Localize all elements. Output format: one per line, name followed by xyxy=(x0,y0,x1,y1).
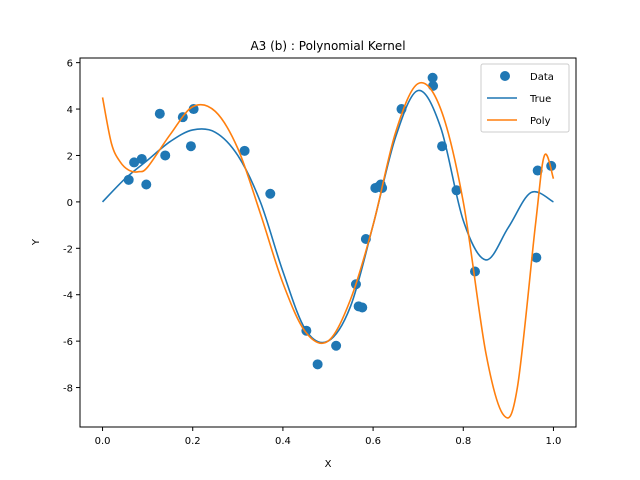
x-tick-label: 0.0 xyxy=(95,436,111,447)
y-tick-label: -8 xyxy=(63,384,73,395)
data-point xyxy=(129,157,140,168)
data-point xyxy=(532,165,543,176)
y-tick-label: -2 xyxy=(63,244,73,255)
y-tick-label: 6 xyxy=(67,59,73,70)
data-point xyxy=(141,179,152,190)
data-point xyxy=(331,340,342,351)
data-point xyxy=(427,72,438,83)
data-point xyxy=(428,80,439,91)
x-tick-label: 0.4 xyxy=(275,436,291,447)
data-point xyxy=(160,150,171,161)
chart-title: A3 (b) : Polynomial Kernel xyxy=(250,39,405,53)
data-point xyxy=(546,160,557,171)
legend: Data True Poly xyxy=(480,63,570,133)
y-tick-label: -4 xyxy=(63,291,73,302)
y-tick-label: 4 xyxy=(67,105,73,116)
series-layer xyxy=(101,72,557,419)
x-tick-label: 1.0 xyxy=(546,436,562,447)
legend-label-poly: Poly xyxy=(530,116,551,127)
data-point xyxy=(357,302,368,313)
x-ticks: 0.0 0.2 0.4 0.6 0.8 1.0 xyxy=(95,427,562,447)
y-tick-label: -6 xyxy=(63,337,73,348)
data-point xyxy=(312,359,323,370)
data-point xyxy=(154,108,165,119)
data-point xyxy=(136,153,147,164)
plot-area xyxy=(79,57,577,428)
x-tick-label: 0.8 xyxy=(455,436,471,447)
x-tick-label: 0.6 xyxy=(365,436,381,447)
series-line-poly xyxy=(101,81,555,419)
data-point xyxy=(239,145,250,156)
legend-label-true: True xyxy=(529,94,551,105)
x-axis-label: X xyxy=(325,459,332,470)
axes-frame xyxy=(79,57,577,428)
y-tick-label: 0 xyxy=(67,198,73,209)
legend-label-data: Data xyxy=(530,72,554,83)
y-ticks: 6 4 2 0 -2 -4 -6 -8 xyxy=(63,59,80,395)
x-tick-label: 0.2 xyxy=(185,436,201,447)
data-point xyxy=(185,141,196,152)
data-point xyxy=(265,188,276,199)
legend-frame xyxy=(480,63,570,133)
data-point xyxy=(531,252,542,263)
data-point xyxy=(188,104,199,115)
legend-marker-data xyxy=(500,71,510,81)
y-tick-label: 2 xyxy=(67,151,73,162)
data-point xyxy=(469,266,480,277)
data-point xyxy=(451,185,462,196)
y-axis-label: Y xyxy=(31,238,42,246)
